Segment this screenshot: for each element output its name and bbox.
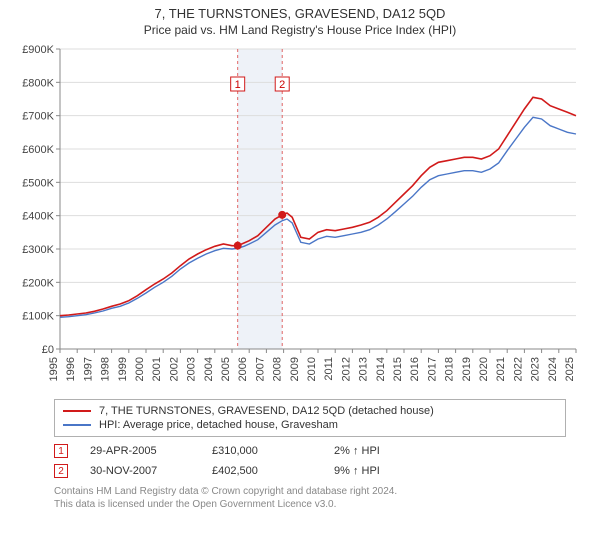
x-tick-label: 2007	[254, 357, 266, 381]
y-tick-label: £200K	[22, 277, 54, 289]
x-tick-label: 2018	[444, 357, 456, 381]
page-subtitle: Price paid vs. HM Land Registry's House …	[4, 23, 596, 37]
callout-number: 1	[235, 79, 241, 91]
x-tick-label: 2001	[151, 357, 163, 381]
x-tick-label: 2014	[375, 357, 387, 381]
sale-row: 1 29-APR-2005 £310,000 2% ↑ HPI	[54, 441, 566, 461]
sale-date: 30-NOV-2007	[90, 465, 190, 477]
sale-date: 29-APR-2005	[90, 445, 190, 457]
legend-label: HPI: Average price, detached house, Grav…	[99, 419, 338, 431]
sales-table: 1 29-APR-2005 £310,000 2% ↑ HPI 2 30-NOV-2007…	[54, 441, 566, 481]
footer: Contains HM Land Registry data © Crown c…	[54, 485, 566, 511]
footer-line2: This data is licensed under the Open Gov…	[54, 498, 566, 511]
x-tick-label: 2005	[220, 357, 232, 381]
x-tick-label: 2004	[203, 357, 215, 381]
y-tick-label: £600K	[22, 144, 54, 156]
sale-delta: 2% ↑ HPI	[334, 445, 434, 457]
x-tick-label: 2008	[272, 357, 284, 381]
x-tick-label: 2021	[495, 357, 507, 381]
legend-row: 7, THE TURNSTONES, GRAVESEND, DA12 5QD (…	[63, 404, 557, 418]
x-tick-label: 2017	[426, 357, 438, 381]
x-tick-label: 2016	[409, 357, 421, 381]
x-tick-label: 2000	[134, 357, 146, 381]
price-chart: £0 £100K £200K £300K £400K £500K £600K £700K £80…	[10, 43, 590, 393]
x-tick-label: 2009	[289, 357, 301, 381]
sale-price: £402,500	[212, 465, 312, 477]
footer-line1: Contains HM Land Registry data © Crown c…	[54, 485, 566, 498]
page-title: 7, THE TURNSTONES, GRAVESEND, DA12 5QD	[4, 6, 596, 21]
legend-swatch	[63, 424, 91, 426]
legend-swatch	[63, 410, 91, 412]
y-tick-label: £300K	[22, 244, 54, 256]
legend: 7, THE TURNSTONES, GRAVESEND, DA12 5QD (…	[54, 399, 566, 437]
x-tick-label: 2011	[323, 357, 335, 381]
sale-row: 2 30-NOV-2007 £402,500 9% ↑ HPI	[54, 461, 566, 481]
x-tick-label: 2022	[512, 357, 524, 381]
y-tick-label: £0	[42, 344, 54, 356]
y-tick-label: £100K	[22, 311, 54, 323]
x-tick-label: 2019	[461, 357, 473, 381]
sale-marker	[234, 242, 242, 250]
x-tick-label: 2024	[547, 357, 559, 381]
y-tick-label: £500K	[22, 177, 54, 189]
x-tick-label: 2020	[478, 357, 490, 381]
x-tick-label: 2015	[392, 357, 404, 381]
x-tick-label: 2012	[340, 357, 352, 381]
x-tick-label: 1995	[48, 357, 60, 381]
chart-svg: £0 £100K £200K £300K £400K £500K £600K £700K £80…	[10, 43, 590, 393]
sale-marker	[278, 211, 286, 219]
x-tick-label: 2002	[168, 357, 180, 381]
x-tick-label: 1999	[117, 357, 129, 381]
sale-number-badge: 1	[54, 444, 68, 458]
legend-row: HPI: Average price, detached house, Grav…	[63, 418, 557, 432]
x-tick-label: 2003	[186, 357, 198, 381]
legend-label: 7, THE TURNSTONES, GRAVESEND, DA12 5QD (…	[99, 405, 434, 417]
x-tick-label: 2025	[564, 357, 576, 381]
x-tick-label: 1998	[100, 357, 112, 381]
highlight-band	[238, 49, 283, 349]
x-tick-label: 2013	[358, 357, 370, 381]
x-tick-label: 2010	[306, 357, 318, 381]
callout-number: 2	[279, 79, 285, 91]
x-tick-label: 2006	[237, 357, 249, 381]
x-tick-label: 1997	[82, 357, 94, 381]
y-tick-label: £700K	[22, 111, 54, 123]
sale-price: £310,000	[212, 445, 312, 457]
y-tick-label: £900K	[22, 44, 54, 56]
sale-delta: 9% ↑ HPI	[334, 465, 434, 477]
x-tick-label: 2023	[530, 357, 542, 381]
y-tick-label: £400K	[22, 211, 54, 223]
sale-number-badge: 2	[54, 464, 68, 478]
x-tick-label: 1996	[65, 357, 77, 381]
y-tick-label: £800K	[22, 77, 54, 89]
